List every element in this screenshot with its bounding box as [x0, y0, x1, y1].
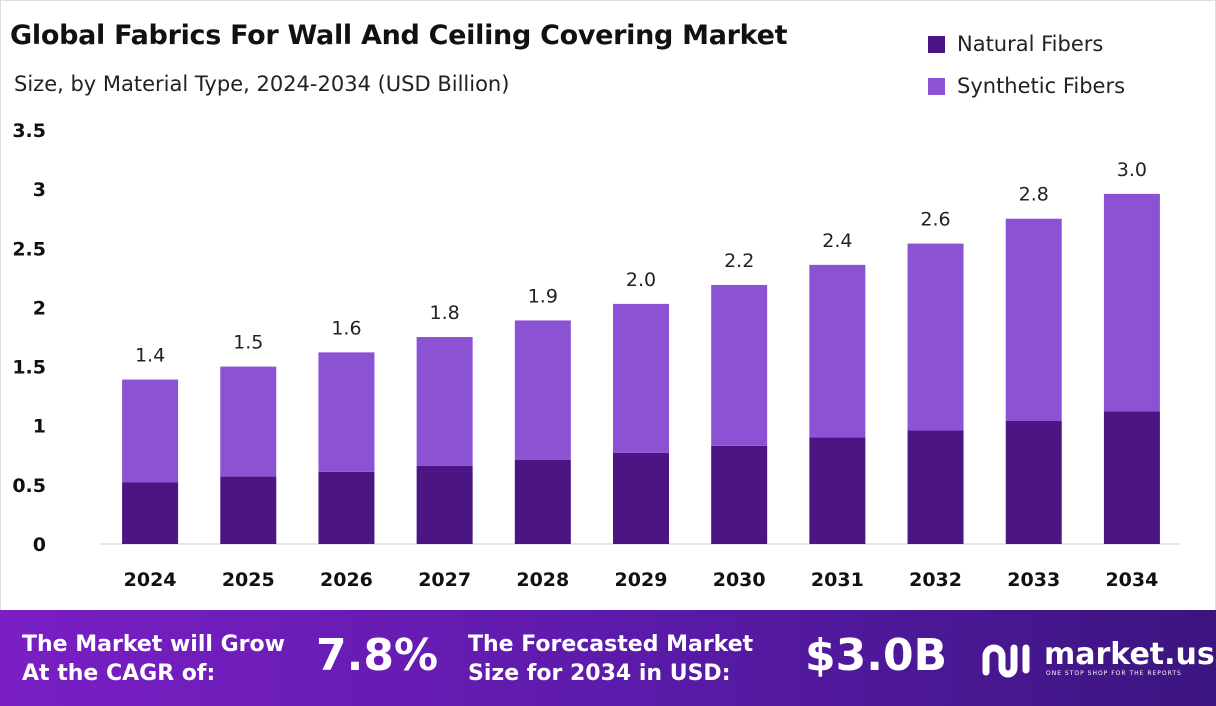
bar-natural-2027 — [416, 465, 473, 544]
y-tick-label: 2 — [33, 297, 46, 319]
total-label: 3.0 — [1117, 159, 1147, 181]
legend-item-synthetic: Synthetic Fibers — [928, 74, 1125, 98]
logo-tagline: ONE STOP SHOP FOR THE REPORTS — [1046, 669, 1182, 677]
logo-name: market.us — [1044, 636, 1215, 672]
bar-synthetic-2026 — [318, 352, 375, 472]
total-label: 2.6 — [920, 209, 950, 231]
total-label: 1.8 — [430, 302, 460, 324]
bar-synthetic-2030 — [711, 284, 768, 446]
forecast-label-line: The Forecasted Market — [468, 632, 754, 657]
y-tick-label: 1 — [33, 416, 46, 438]
forecast-value: $3.0B — [805, 630, 948, 681]
bar-natural-2031 — [809, 437, 866, 544]
x-tick-label: 2031 — [811, 569, 864, 591]
forecast-label: The Forecasted Market Size for 2034 in U… — [468, 630, 753, 688]
y-tick-label: 2.5 — [12, 238, 46, 260]
x-tick-label: 2034 — [1105, 569, 1158, 591]
bar-synthetic-2034 — [1103, 193, 1160, 412]
x-tick-label: 2030 — [713, 569, 766, 591]
x-tick-label: 2025 — [222, 569, 275, 591]
cagr-label-line: The Market will Grow — [22, 632, 285, 657]
x-tick-label: 2024 — [124, 569, 177, 591]
bar-synthetic-2033 — [1005, 218, 1062, 421]
y-tick-label: 0.5 — [12, 475, 46, 497]
bar-synthetic-2025 — [220, 366, 277, 477]
y-tick-label: 3.5 — [12, 120, 46, 142]
bar-natural-2034 — [1103, 411, 1160, 544]
x-tick-label: 2032 — [909, 569, 962, 591]
bar-natural-2030 — [711, 445, 768, 544]
total-label: 2.4 — [822, 230, 852, 252]
cagr-label-line: At the CAGR of: — [22, 661, 216, 686]
legend-label: Synthetic Fibers — [957, 74, 1126, 98]
bar-natural-2029 — [613, 452, 669, 544]
total-label: 1.9 — [528, 285, 558, 307]
logo-icon — [982, 644, 1030, 678]
total-label: 2.0 — [626, 269, 656, 291]
y-tick-label: 3 — [33, 179, 46, 201]
total-label: 2.8 — [1019, 184, 1049, 206]
stacked-bar-chart: 0 0.5 1 1.5 2 2.5 3 3.5 1.4 2024 1.5 2025 1.6 2026 1.8… — [12, 120, 1180, 591]
bar-natural-2032 — [907, 430, 964, 544]
bar-synthetic-2027 — [416, 337, 473, 466]
x-tick-label: 2027 — [418, 569, 471, 591]
forecast-label-line: Size for 2034 in USD: — [468, 661, 731, 686]
bar-synthetic-2032 — [907, 243, 964, 431]
bar-synthetic-2029 — [613, 303, 669, 453]
bar-synthetic-2031 — [809, 264, 866, 438]
cagr-label: The Market will Grow At the CAGR of: — [22, 630, 285, 688]
x-tick-label: 2028 — [516, 569, 569, 591]
footer-banner: The Market will Grow At the CAGR of: 7.8… — [0, 610, 1216, 706]
y-tick-label: 1.5 — [12, 357, 46, 379]
bar-natural-2033 — [1005, 420, 1062, 544]
total-label: 2.2 — [724, 250, 754, 272]
total-label: 1.4 — [135, 345, 165, 367]
chart-subtitle: Size, by Material Type, 2024-2034 (USD B… — [14, 72, 510, 96]
total-label: 1.6 — [331, 317, 361, 339]
bar-natural-2025 — [220, 476, 277, 544]
cagr-value: 7.8% — [316, 630, 439, 681]
bar-synthetic-2024 — [122, 379, 179, 483]
chart-title: Global Fabrics For Wall And Ceiling Cove… — [10, 20, 788, 51]
total-label: 1.5 — [233, 332, 263, 354]
bar-natural-2028 — [514, 460, 571, 544]
bar-natural-2026 — [318, 471, 375, 544]
market-us-logo: market.us ONE STOP SHOP FOR THE REPORTS — [980, 638, 1215, 678]
y-tick-label: 0 — [33, 534, 46, 556]
x-tick-label: 2026 — [320, 569, 373, 591]
bar-synthetic-2028 — [514, 320, 571, 461]
legend-swatch — [928, 77, 945, 95]
bar-natural-2024 — [122, 482, 179, 544]
legend-swatch — [928, 35, 945, 53]
x-tick-label: 2033 — [1007, 569, 1060, 591]
x-tick-label: 2029 — [615, 569, 668, 591]
legend-item-natural: Natural Fibers — [928, 32, 1103, 56]
legend-label: Natural Fibers — [957, 32, 1104, 56]
